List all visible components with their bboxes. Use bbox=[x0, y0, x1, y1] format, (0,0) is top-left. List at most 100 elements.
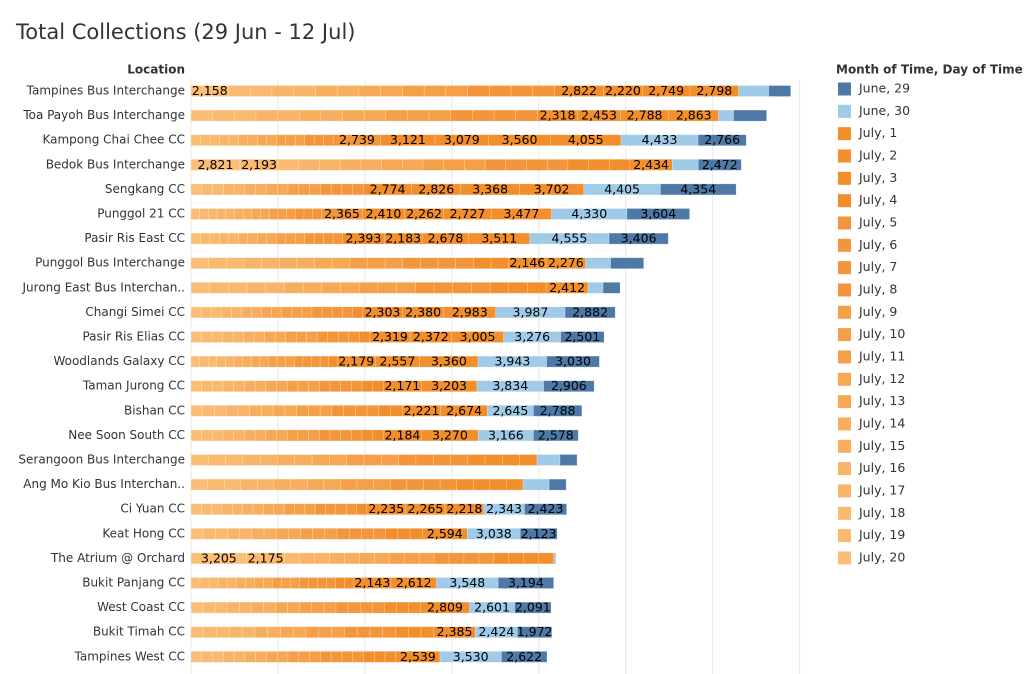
bar-segment bbox=[359, 552, 375, 565]
category-label: Bishan CC bbox=[124, 403, 185, 417]
data-label: 3,406 bbox=[621, 231, 657, 246]
bar-segment bbox=[320, 183, 332, 196]
bar-segment bbox=[239, 527, 253, 540]
bar-segment bbox=[233, 183, 246, 196]
data-label: 2,412 bbox=[549, 280, 585, 295]
bar-segment bbox=[222, 331, 234, 343]
bar-segment bbox=[397, 527, 411, 540]
bar-segment bbox=[272, 577, 282, 589]
bar-segment bbox=[407, 109, 430, 122]
bar-segment bbox=[671, 159, 699, 171]
data-label: 2,303 bbox=[365, 304, 401, 319]
bar-segment bbox=[543, 380, 595, 393]
bar-segment bbox=[493, 552, 510, 565]
bar-segment bbox=[293, 85, 316, 97]
bar-segment bbox=[190, 183, 203, 196]
bar-segment bbox=[233, 355, 243, 368]
bar-segment bbox=[225, 404, 239, 417]
data-label: 2,424 bbox=[478, 624, 514, 639]
bar-segment bbox=[395, 626, 409, 639]
bar-segment bbox=[493, 109, 517, 122]
bar-segment bbox=[533, 404, 583, 417]
bar-segment bbox=[450, 109, 473, 122]
bar-segment bbox=[443, 159, 465, 171]
bar-segment bbox=[306, 331, 318, 343]
bar-segment bbox=[249, 404, 262, 417]
category-label: Woodlands Galaxy CC bbox=[53, 354, 185, 368]
bar-segment bbox=[291, 306, 303, 319]
bar-segment bbox=[309, 650, 321, 663]
bar-segment bbox=[324, 527, 338, 540]
data-label: 2,906 bbox=[551, 378, 587, 393]
category-label: Punggol 21 CC bbox=[97, 207, 185, 221]
bar-segment bbox=[340, 281, 360, 294]
legend-swatch bbox=[838, 484, 851, 498]
bar-segment bbox=[190, 134, 201, 146]
data-label: 2,453 bbox=[581, 108, 617, 123]
bar-segment bbox=[363, 650, 375, 663]
bar-segment bbox=[302, 281, 323, 294]
bar-segment bbox=[229, 626, 243, 639]
bar-segment bbox=[268, 208, 279, 220]
data-label: 2,863 bbox=[676, 108, 712, 123]
bar-segment bbox=[510, 85, 534, 97]
legend-label: July, 5 bbox=[858, 214, 897, 229]
bar-segment bbox=[738, 85, 769, 97]
bar-segment bbox=[296, 257, 315, 270]
data-label: 2,221 bbox=[404, 403, 440, 418]
legend-label: July, 19 bbox=[858, 527, 905, 542]
data-label: 2,809 bbox=[427, 600, 463, 615]
bar-segment bbox=[212, 429, 224, 442]
bar-segment bbox=[369, 626, 384, 639]
bar-segment bbox=[318, 626, 332, 639]
bar-segment bbox=[331, 306, 343, 319]
bar-segment bbox=[285, 355, 295, 368]
legend-swatch bbox=[838, 238, 851, 252]
bar-segment bbox=[265, 281, 285, 294]
bar-segment bbox=[190, 429, 202, 442]
bar-segment bbox=[261, 404, 274, 417]
bar-segment bbox=[349, 257, 368, 270]
data-label: 2,622 bbox=[506, 649, 542, 664]
bar-segment bbox=[342, 109, 365, 122]
bar-segment bbox=[247, 232, 258, 245]
bar-segment bbox=[277, 454, 296, 466]
bar-segment bbox=[190, 601, 204, 614]
bar-segment bbox=[276, 380, 288, 393]
bar-segment bbox=[344, 552, 360, 565]
legend-swatch bbox=[838, 149, 851, 163]
data-label: 2,788 bbox=[627, 108, 663, 123]
legend-swatch bbox=[838, 194, 851, 208]
bar-segment bbox=[660, 183, 737, 196]
bar-segment bbox=[294, 232, 306, 245]
data-label: 2,262 bbox=[406, 206, 442, 221]
data-label: 2,218 bbox=[447, 501, 483, 516]
bar-segment bbox=[403, 552, 420, 565]
legend: June, 29 June, 30 July, 1 July, 2 July, 3 Jul… bbox=[838, 81, 910, 565]
bar-segment bbox=[190, 159, 241, 171]
bar-segment bbox=[464, 159, 486, 171]
bar-segment bbox=[233, 109, 257, 122]
bar-segment bbox=[545, 257, 586, 270]
bar-segment bbox=[263, 503, 275, 516]
bar-segment bbox=[190, 527, 204, 540]
data-label: 3,270 bbox=[432, 427, 468, 442]
labels: Tampines Bus Interchange 2,158 2,822 2,220 2… bbox=[18, 83, 740, 664]
data-label: 2,410 bbox=[366, 206, 402, 221]
bar-segment bbox=[263, 601, 276, 614]
bar-segment bbox=[276, 183, 289, 196]
bar-segment bbox=[355, 404, 368, 417]
bar-segment bbox=[276, 429, 288, 442]
bar-segment bbox=[423, 85, 447, 97]
bar-segment bbox=[366, 404, 380, 417]
bar-segment bbox=[608, 232, 669, 245]
bar-segment bbox=[337, 331, 350, 343]
data-label: 2,158 bbox=[192, 83, 228, 98]
bar-segment bbox=[336, 85, 360, 97]
bar-segment bbox=[378, 404, 391, 417]
bar-segment bbox=[362, 306, 403, 319]
bar-segment bbox=[297, 380, 309, 393]
bar-segment bbox=[242, 503, 254, 516]
legend-swatch bbox=[838, 350, 851, 364]
bar-segment bbox=[697, 134, 747, 146]
